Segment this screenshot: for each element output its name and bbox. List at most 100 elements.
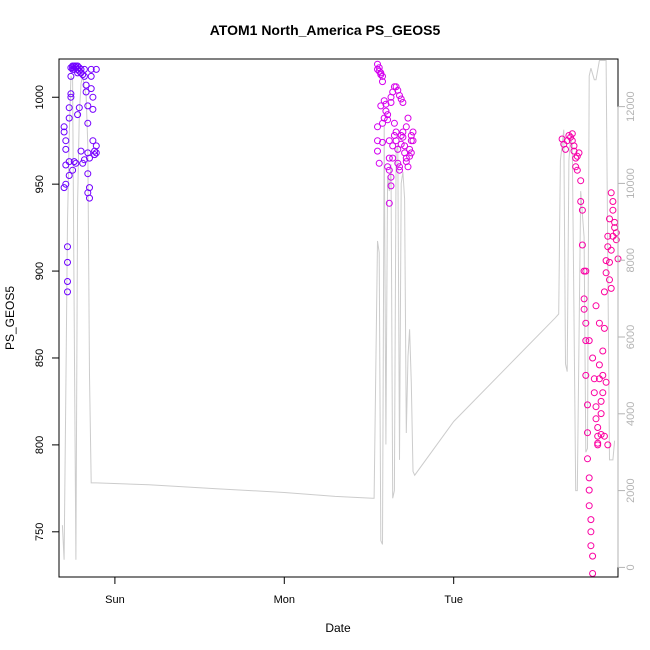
data-point — [577, 177, 585, 185]
data-point — [387, 173, 395, 181]
data-point — [384, 116, 392, 124]
data-point — [84, 119, 92, 127]
data-point — [387, 182, 395, 190]
data-point — [70, 158, 78, 166]
data-point — [64, 278, 71, 285]
data-point — [399, 128, 407, 136]
points-layer — [60, 60, 622, 577]
data-point — [406, 152, 414, 160]
data-point — [594, 424, 602, 431]
data-point — [585, 502, 593, 510]
data-point — [374, 147, 381, 155]
data-point — [60, 128, 68, 136]
data-point — [401, 142, 409, 150]
data-point — [409, 137, 417, 145]
data-point — [80, 156, 88, 164]
data-point — [65, 158, 73, 166]
data-point — [578, 206, 586, 214]
chart-title: ATOM1 North_America PS_GEOS5 — [210, 22, 441, 38]
y2-tick-label: 2000 — [625, 478, 637, 502]
data-point — [394, 145, 402, 153]
data-point — [89, 105, 97, 113]
data-point — [379, 78, 386, 86]
data-point — [406, 145, 414, 153]
x-axis-label: Date — [325, 621, 351, 635]
data-point — [389, 142, 397, 150]
data-point — [606, 258, 613, 266]
data-point — [379, 72, 386, 80]
y2-tick-label: 0 — [625, 564, 637, 570]
data-point — [609, 206, 617, 214]
data-point — [384, 111, 392, 119]
data-point — [64, 243, 71, 251]
data-point — [92, 149, 100, 157]
data-point — [578, 241, 586, 249]
data-point — [589, 354, 597, 362]
y-tick-label: 800 — [34, 436, 46, 454]
data-point — [599, 371, 607, 379]
data-point — [77, 147, 85, 155]
data-point — [399, 99, 407, 106]
data-point — [568, 130, 576, 138]
data-point — [595, 361, 603, 369]
data-point — [385, 137, 393, 145]
data-point — [397, 95, 405, 103]
data-point — [599, 347, 607, 355]
y-axis-right: 0 2000 4000 6000 8000 10000 12000 — [617, 91, 637, 570]
data-point — [587, 528, 595, 536]
y-tick-label: 950 — [34, 175, 46, 193]
data-point — [584, 429, 591, 437]
data-point — [62, 180, 70, 188]
data-point — [392, 83, 400, 91]
y2-tick-label: 8000 — [625, 248, 637, 272]
data-point — [374, 137, 381, 145]
data-point — [74, 111, 82, 119]
data-point — [587, 516, 595, 524]
data-point — [65, 104, 73, 112]
data-point — [64, 288, 71, 296]
data-point — [91, 151, 99, 159]
data-point — [396, 92, 403, 99]
secondary-series-line — [61, 60, 616, 560]
data-point — [607, 284, 615, 292]
data-point — [392, 128, 400, 136]
y2-tick-label: 4000 — [625, 402, 637, 426]
y-axis-label: PS_GEOS5 — [3, 286, 17, 350]
y-axis-left: 750 800 850 900 950 1000 — [34, 85, 60, 541]
y2-tick-label: 12000 — [625, 91, 637, 122]
data-point — [590, 389, 598, 397]
data-point — [404, 114, 412, 122]
data-point — [380, 97, 388, 105]
data-point — [402, 123, 410, 131]
data-point — [592, 415, 600, 423]
data-point — [585, 486, 593, 494]
x-tick-label: Sun — [105, 594, 125, 606]
data-point — [606, 215, 613, 223]
data-point — [67, 93, 75, 101]
data-point — [602, 378, 610, 386]
data-point — [604, 232, 612, 240]
data-point — [79, 159, 87, 167]
data-point — [80, 72, 88, 80]
data-point — [597, 431, 605, 438]
data-point — [67, 90, 75, 98]
data-point — [65, 114, 73, 122]
data-point — [585, 474, 593, 482]
data-point — [385, 166, 393, 174]
data-point — [87, 72, 95, 80]
data-point — [84, 170, 92, 178]
plot-frame — [58, 58, 619, 578]
data-point — [375, 67, 383, 75]
data-point — [594, 439, 602, 447]
data-point — [582, 371, 590, 379]
data-point — [396, 163, 403, 171]
data-point — [64, 258, 71, 266]
data-point — [584, 455, 591, 463]
data-point — [75, 104, 83, 112]
data-point — [385, 154, 393, 162]
data-point — [87, 85, 95, 93]
data-point — [609, 198, 617, 205]
data-point — [590, 375, 598, 383]
x-tick-label: Mon — [274, 594, 295, 606]
data-point — [82, 81, 90, 89]
